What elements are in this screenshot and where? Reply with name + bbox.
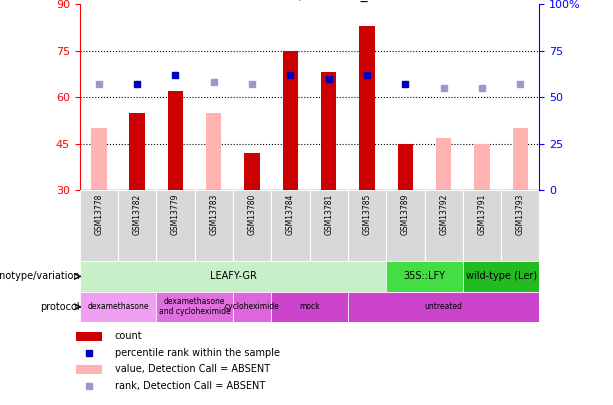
Bar (80, 261, 386, 292)
Bar (271, 292, 348, 322)
Text: dexamethasone: dexamethasone (87, 302, 149, 311)
Bar (310, 190, 348, 261)
Bar (436, 138, 451, 190)
Text: percentile rank within the sample: percentile rank within the sample (115, 347, 280, 358)
Bar (118, 190, 156, 261)
Text: LEAFY-GR: LEAFY-GR (210, 271, 256, 281)
Bar (463, 261, 539, 292)
Bar (398, 144, 413, 190)
Text: GSM13779: GSM13779 (171, 194, 180, 235)
Bar (283, 51, 298, 190)
Bar (76, 332, 102, 341)
Bar (91, 128, 107, 190)
Bar (424, 190, 463, 261)
Text: GSM13793: GSM13793 (516, 194, 525, 235)
Text: GSM13780: GSM13780 (248, 194, 257, 235)
Text: GSM13783: GSM13783 (209, 194, 218, 235)
Bar (386, 261, 463, 292)
Bar (386, 190, 424, 261)
Text: GSM13792: GSM13792 (439, 194, 448, 235)
Bar (80, 292, 156, 322)
Text: untreated: untreated (425, 302, 463, 311)
Text: 35S::LFY: 35S::LFY (403, 271, 446, 281)
Text: rank, Detection Call = ABSENT: rank, Detection Call = ABSENT (115, 381, 265, 390)
Bar (168, 91, 183, 190)
Bar (463, 190, 501, 261)
Text: genotype/variation: genotype/variation (0, 271, 80, 281)
Text: GSM13778: GSM13778 (94, 194, 104, 235)
Text: GSM13784: GSM13784 (286, 194, 295, 235)
Bar (129, 113, 145, 190)
Bar (501, 190, 539, 261)
Bar (245, 153, 260, 190)
Text: GSM13791: GSM13791 (478, 194, 487, 235)
Bar (195, 190, 233, 261)
Text: mock: mock (299, 302, 320, 311)
Bar (206, 113, 221, 190)
Text: count: count (115, 331, 142, 341)
Bar (156, 292, 233, 322)
Bar (474, 144, 490, 190)
Bar (233, 190, 271, 261)
Text: protocol: protocol (40, 302, 80, 312)
Bar (271, 190, 310, 261)
Text: GSM13782: GSM13782 (132, 194, 142, 235)
Text: value, Detection Call = ABSENT: value, Detection Call = ABSENT (115, 364, 270, 374)
Bar (321, 72, 337, 190)
Text: cycloheximide: cycloheximide (224, 302, 280, 311)
Bar (156, 190, 195, 261)
Text: GSM13789: GSM13789 (401, 194, 410, 235)
Text: wild-type (Ler): wild-type (Ler) (465, 271, 537, 281)
Text: GSM13781: GSM13781 (324, 194, 333, 235)
Bar (512, 128, 528, 190)
Bar (233, 292, 271, 322)
Text: GSM13785: GSM13785 (362, 194, 371, 235)
Bar (80, 190, 118, 261)
Bar (76, 364, 102, 373)
Bar (348, 190, 386, 261)
Title: GDS515 / 247397_at: GDS515 / 247397_at (238, 0, 381, 2)
Bar (348, 292, 539, 322)
Text: dexamethasone
and cycloheximide: dexamethasone and cycloheximide (159, 297, 230, 316)
Bar (359, 26, 375, 190)
